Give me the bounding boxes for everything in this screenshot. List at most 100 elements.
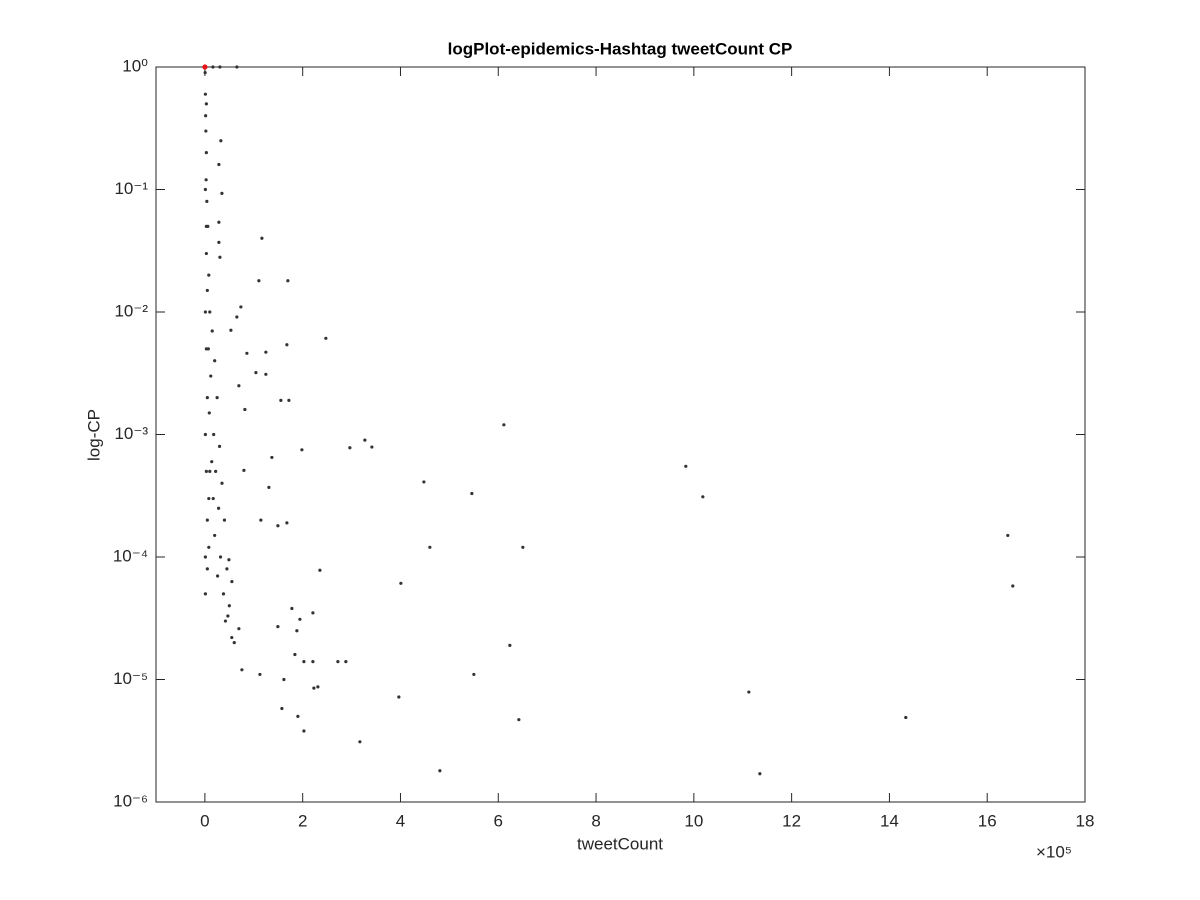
x-tick-label: 16	[978, 811, 997, 830]
scatter-point	[207, 273, 211, 277]
scatter-point	[282, 677, 286, 682]
scatter-point	[204, 178, 208, 182]
x-tick-label: 6	[494, 811, 503, 830]
x-tick-label: 4	[396, 811, 405, 830]
scatter-point	[264, 350, 268, 354]
scatter-point	[208, 469, 212, 473]
scatter-point	[276, 524, 280, 528]
scatter-point	[397, 695, 401, 699]
scatter-point	[363, 438, 367, 442]
scatter-point	[311, 659, 315, 664]
scatter-point	[232, 641, 236, 645]
scatter-point	[280, 706, 284, 711]
scatter-point	[517, 718, 521, 722]
scatter-point	[218, 65, 222, 69]
scatter-point	[428, 545, 432, 549]
scatter-point	[211, 65, 215, 69]
scatter-point	[296, 714, 300, 718]
scatter-point	[358, 740, 362, 744]
scatter-point	[242, 468, 246, 472]
scatter-point	[257, 279, 261, 283]
scatter-point	[1011, 584, 1015, 588]
scatter-point	[213, 359, 217, 363]
scatter-point	[259, 518, 263, 522]
scatter-point	[217, 240, 221, 244]
scatter-point	[213, 533, 217, 538]
scatter-point	[210, 460, 214, 464]
x-tick-label: 8	[591, 811, 600, 830]
scatter-point	[216, 574, 220, 578]
scatter-point	[204, 114, 208, 118]
scatter-point	[220, 481, 224, 485]
x-tick-label: 18	[1076, 811, 1095, 830]
scatter-point	[502, 423, 506, 427]
scatter-point	[203, 555, 207, 559]
scatter-point	[205, 567, 209, 571]
scatter-point	[311, 611, 315, 615]
scatter-point	[295, 629, 299, 633]
scatter-point	[293, 652, 297, 657]
x-tick-label: 0	[200, 811, 209, 830]
chart-title: logPlot-epidemics-Hashtag tweetCount CP	[448, 39, 793, 58]
scatter-point	[219, 139, 223, 143]
scatter-point	[204, 347, 208, 351]
scatter-point	[226, 614, 230, 618]
scatter-point	[207, 545, 211, 549]
scatter-point	[204, 469, 208, 473]
scatter-point	[243, 407, 247, 412]
scatter-point	[204, 251, 208, 256]
scatter-point	[438, 769, 442, 773]
scatter-point	[237, 627, 241, 631]
x-tick-label: 12	[782, 811, 801, 830]
scatter-point	[235, 65, 239, 69]
scatter-point	[203, 310, 207, 314]
scatter-point	[203, 187, 207, 192]
scatter-point	[217, 220, 221, 224]
x-multiplier: ×10⁵	[1036, 842, 1072, 861]
scatter-point	[207, 411, 211, 415]
scatter-point	[204, 129, 208, 133]
x-axis-label: tweetCount	[577, 834, 663, 853]
scatter-point	[472, 672, 476, 677]
scatter-point	[205, 518, 209, 522]
y-tick-label: 10⁻⁶	[113, 791, 148, 810]
scatter-point	[205, 288, 209, 293]
scatter-point	[237, 384, 241, 388]
scatter-point	[324, 336, 328, 340]
x-tick-label: 2	[298, 811, 307, 830]
scatter-point	[245, 351, 249, 355]
scatter-point	[204, 102, 208, 106]
scatter-point	[300, 448, 304, 452]
x-tick-label: 10	[684, 811, 703, 830]
scatter-point	[747, 690, 751, 694]
scatter-point	[207, 496, 211, 501]
scatter-point	[285, 343, 289, 347]
scatter-point	[254, 371, 258, 375]
scatter-point	[370, 445, 374, 449]
scatter-point	[684, 464, 688, 468]
scatter-point	[302, 659, 306, 664]
y-tick-label: 10⁻⁵	[113, 669, 148, 688]
scatter-point	[203, 432, 207, 437]
scatter-point	[204, 151, 208, 155]
scatter-point	[302, 729, 306, 733]
scatter-point	[399, 581, 403, 585]
scatter-point	[240, 668, 244, 672]
scatter-point	[521, 545, 525, 549]
scatter-point	[470, 491, 474, 496]
y-tick-label: 10⁰	[122, 56, 148, 75]
x-tick-label: 14	[880, 811, 899, 830]
scatter-point	[239, 305, 243, 309]
scatter-point	[285, 521, 289, 525]
scatter-point	[227, 604, 231, 608]
scatter-point	[225, 567, 229, 571]
scatter-point	[758, 772, 762, 776]
scatter-point	[260, 236, 264, 240]
scatter-point	[422, 480, 426, 484]
scatter-point	[203, 71, 207, 75]
scatter-point	[223, 619, 228, 623]
scatter-point	[211, 496, 215, 501]
scatter-point	[209, 374, 213, 378]
scatter-point	[316, 685, 320, 689]
